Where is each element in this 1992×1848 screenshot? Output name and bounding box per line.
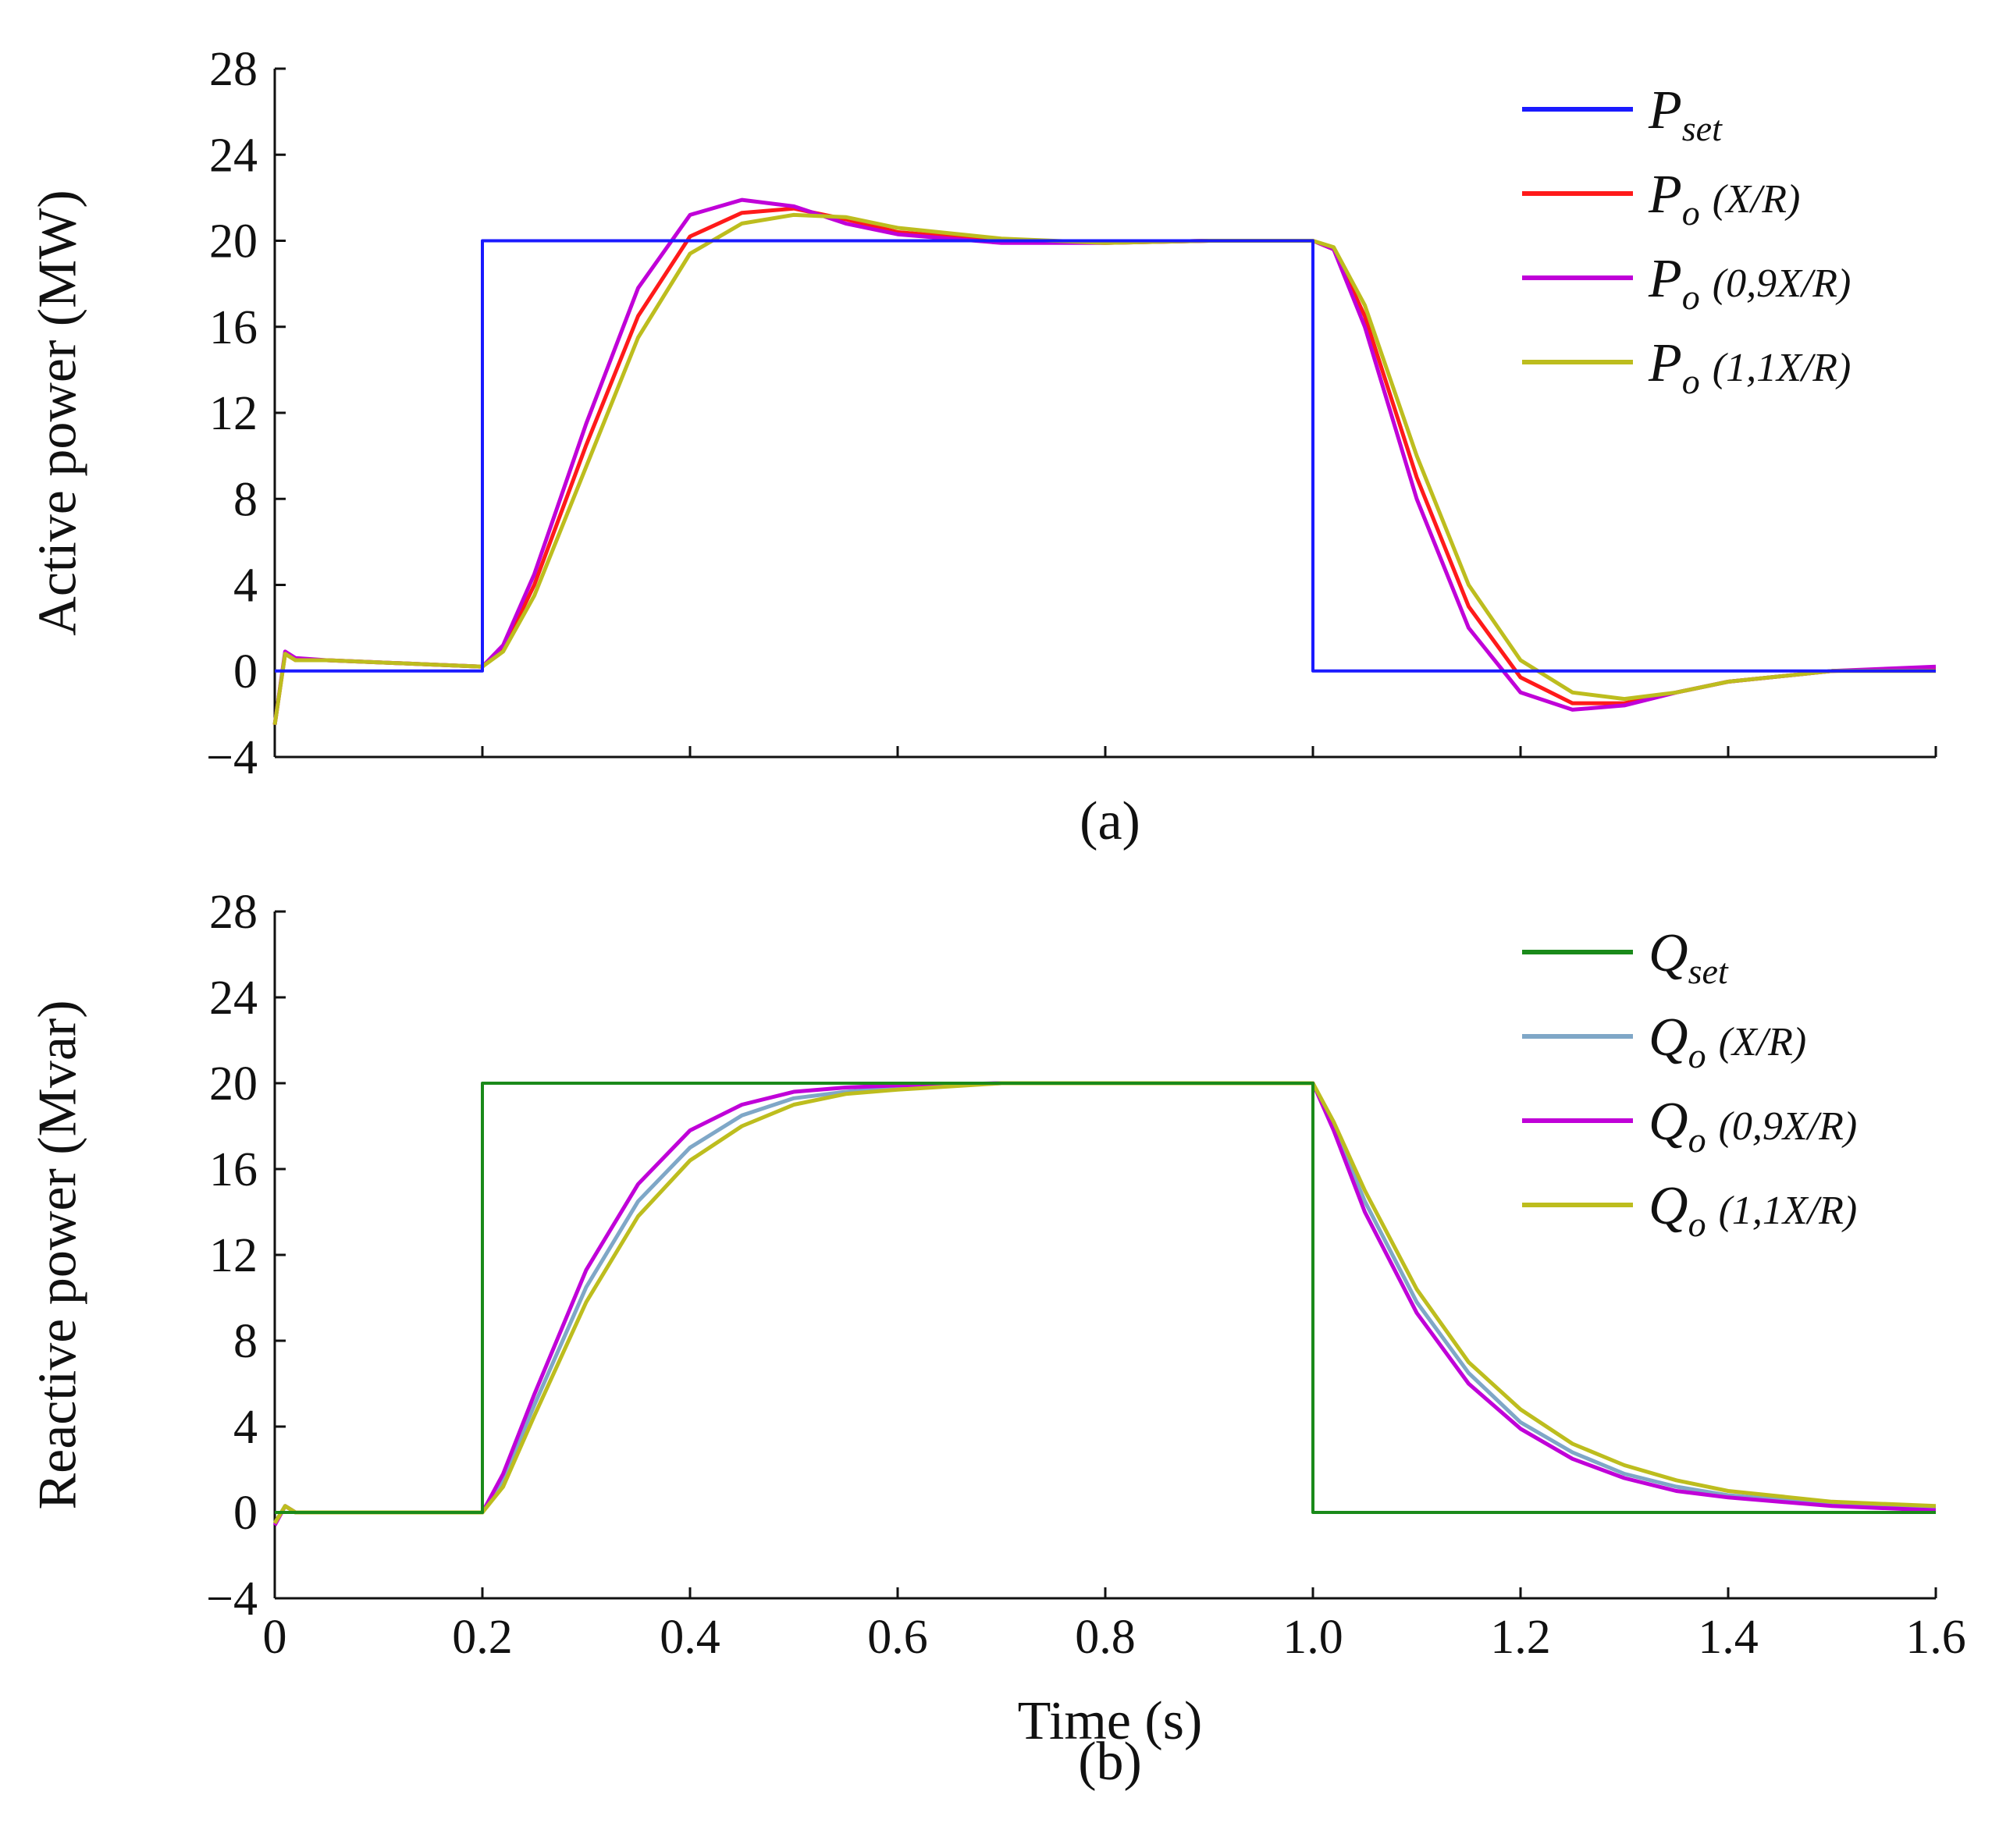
y-tick-label: 24: [209, 972, 258, 1025]
legend-symbol: Q: [1649, 1176, 1688, 1236]
legend-symbol: P: [1648, 249, 1682, 309]
y-tick-label: 28: [209, 886, 258, 939]
legend-subscript: set: [1682, 108, 1723, 148]
y-tick-label: −4: [206, 731, 258, 784]
legend-case: (X/R): [1719, 1020, 1807, 1064]
legend-entry: Qset: [1649, 923, 1729, 991]
y-tick-label: 20: [209, 1057, 258, 1111]
legend-symbol: P: [1648, 80, 1682, 140]
series-line-p-o-1-1x-r: [272, 212, 1936, 726]
x-axis-title: Time (s): [1018, 1691, 1203, 1751]
legend-subscript: o: [1682, 277, 1700, 317]
y-tick-label: 8: [233, 1315, 258, 1368]
x-tick-label: 1.2: [1490, 1611, 1551, 1664]
legend-subscript: o: [1682, 361, 1700, 401]
x-tick-label: 1.4: [1698, 1611, 1759, 1664]
y-tick-label: 12: [209, 387, 258, 440]
x-tick-label: 0.8: [1075, 1611, 1136, 1664]
legend-entry: Pset: [1648, 80, 1723, 148]
y-tick-label: 4: [233, 1401, 258, 1454]
legend-symbol: P: [1648, 165, 1682, 225]
y-tick-label: 0: [233, 645, 258, 698]
legend-case: (1,1X/R): [1713, 346, 1851, 390]
y-tick-label: 28: [209, 43, 258, 96]
legend-case: (X/R): [1713, 177, 1801, 222]
legend-entry: Po (X/R): [1648, 165, 1800, 233]
legend-symbol: Q: [1649, 1092, 1688, 1152]
y-axis-title: Reactive power (Mvar): [28, 1000, 88, 1509]
legend-subscript: o: [1688, 1204, 1706, 1244]
x-tick-label: 0: [263, 1611, 287, 1664]
legend-subscript: o: [1688, 1120, 1706, 1160]
legend-entry: Po (1,1X/R): [1648, 333, 1851, 401]
y-tick-label: 20: [209, 215, 258, 268]
y-tick-label: 16: [209, 301, 258, 354]
x-tick-label: 1.6: [1905, 1611, 1966, 1664]
y-axis-title: Active power (MW): [28, 190, 88, 635]
legend-symbol: Q: [1649, 1008, 1688, 1068]
y-tick-label: 8: [233, 473, 258, 526]
panel-label: (b): [1078, 1732, 1142, 1792]
y-tick-label: 12: [209, 1229, 258, 1282]
x-tick-label: 0.4: [660, 1611, 720, 1664]
y-tick-label: 24: [209, 129, 258, 182]
y-tick-label: 16: [209, 1143, 258, 1196]
legend-entry: Qo (1,1X/R): [1649, 1176, 1857, 1244]
legend-symbol: Q: [1649, 923, 1688, 983]
x-tick-label: 0.6: [867, 1611, 928, 1664]
legend-entry: Qo (0,9X/R): [1649, 1092, 1857, 1160]
legend-entry: Po (0,9X/R): [1648, 249, 1851, 317]
legend-subscript: set: [1688, 951, 1729, 991]
panel-label: (a): [1080, 791, 1140, 851]
y-tick-label: 0: [233, 1487, 258, 1540]
series-line-p-set: [275, 239, 1936, 673]
y-tick-label: 4: [233, 560, 258, 613]
series-line-q-set: [275, 1082, 1936, 1514]
legend-case: (0,9X/R): [1713, 261, 1851, 306]
legend-entry: Qo (X/R): [1649, 1008, 1806, 1075]
legend-case: (0,9X/R): [1719, 1104, 1858, 1149]
legend-symbol: P: [1648, 333, 1682, 393]
legend-subscript: o: [1688, 1036, 1706, 1075]
y-tick-label: −4: [206, 1573, 258, 1626]
x-tick-label: 0.2: [452, 1611, 513, 1664]
legend-subscript: o: [1682, 193, 1700, 233]
x-tick-label: 1.0: [1282, 1611, 1343, 1664]
legend-case: (1,1X/R): [1719, 1189, 1858, 1233]
